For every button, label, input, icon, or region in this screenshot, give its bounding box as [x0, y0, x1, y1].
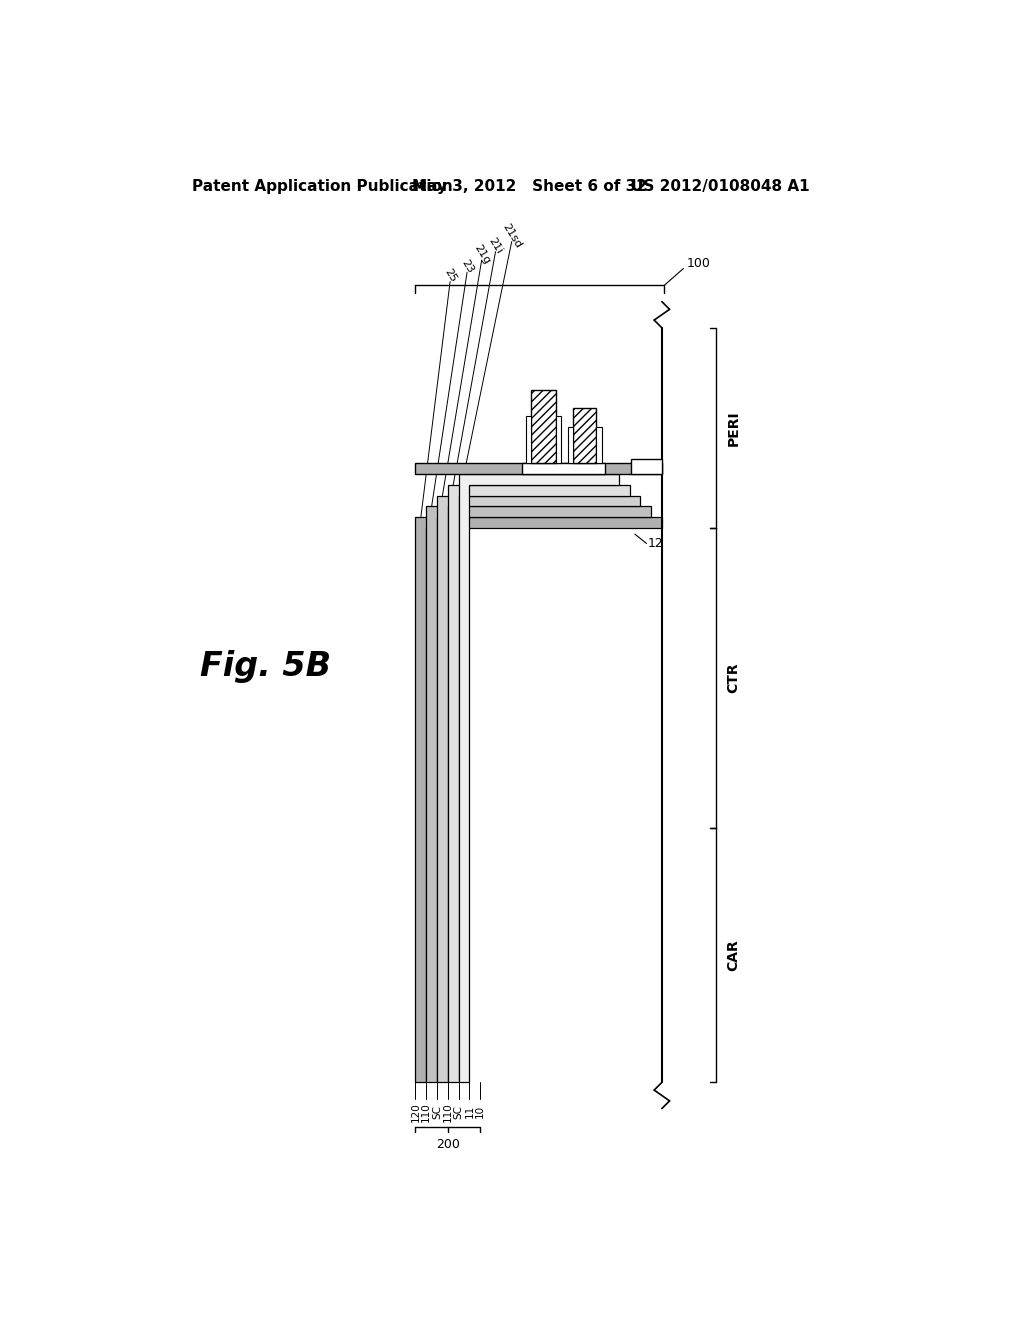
Polygon shape	[416, 517, 662, 1082]
Bar	[596, 428, 602, 463]
Text: CTR: CTR	[727, 663, 740, 693]
Text: Patent Application Publication: Patent Application Publication	[193, 180, 453, 194]
Polygon shape	[459, 474, 618, 1082]
Text: CAR: CAR	[727, 940, 740, 972]
Text: 12: 12	[648, 537, 664, 550]
Text: 21g: 21g	[472, 242, 492, 265]
Bar	[531, 391, 556, 463]
Polygon shape	[437, 496, 640, 1082]
Polygon shape	[426, 507, 651, 1082]
Text: 11: 11	[464, 1105, 474, 1118]
Bar	[556, 416, 561, 463]
Text: SC: SC	[454, 1105, 464, 1118]
Bar	[631, 459, 662, 474]
Text: 10: 10	[475, 1105, 485, 1118]
Text: 25: 25	[442, 267, 458, 284]
Bar	[525, 416, 531, 463]
Text: US 2012/0108048 A1: US 2012/0108048 A1	[631, 180, 810, 194]
Text: PERI: PERI	[727, 411, 740, 446]
Text: 23: 23	[459, 257, 475, 275]
Text: SC: SC	[432, 1105, 442, 1118]
Bar	[568, 428, 573, 463]
Text: 120: 120	[411, 1102, 421, 1122]
Text: 200: 200	[436, 1138, 460, 1151]
Text: 21i: 21i	[486, 235, 505, 255]
Polygon shape	[447, 484, 630, 1082]
Text: 21sd: 21sd	[501, 222, 523, 249]
Text: May 3, 2012   Sheet 6 of 32: May 3, 2012 Sheet 6 of 32	[412, 180, 646, 194]
Bar	[573, 408, 596, 463]
Text: 110: 110	[421, 1102, 431, 1122]
Bar	[416, 463, 662, 474]
Text: 100: 100	[686, 257, 711, 271]
Text: 110: 110	[442, 1102, 453, 1122]
Text: Fig. 5B: Fig. 5B	[200, 651, 331, 684]
Bar	[522, 463, 605, 474]
